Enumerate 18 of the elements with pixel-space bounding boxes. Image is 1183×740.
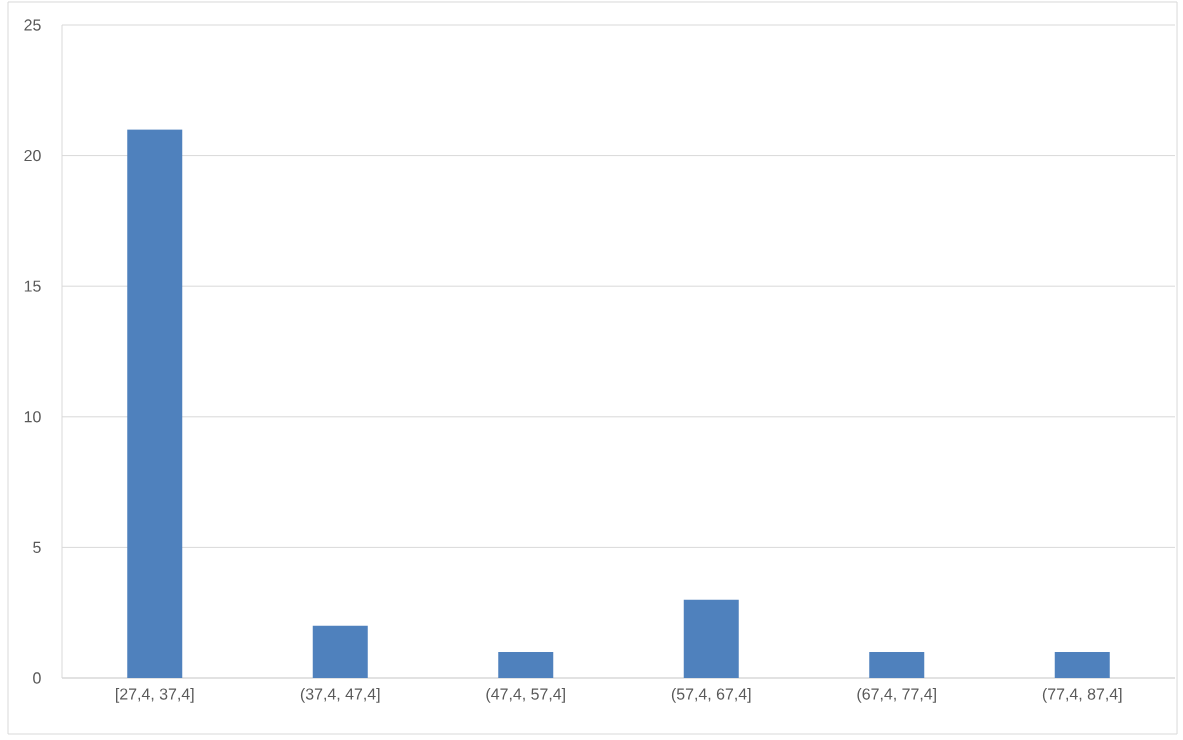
bar — [312, 625, 368, 678]
x-tick-label: [27,4, 37,4] — [116, 688, 194, 703]
bar — [498, 651, 554, 678]
x-tick-label: (47,4, 57,4] — [486, 688, 565, 703]
x-tick-label: (67,4, 77,4] — [857, 688, 936, 703]
x-tick-label: (37,4, 47,4] — [300, 688, 380, 703]
y-tick-label: 0 — [33, 672, 41, 684]
y-tick-label: 25 — [24, 19, 41, 31]
x-tick-label: (77,4, 87,4] — [1042, 688, 1122, 703]
y-tick-label: 10 — [24, 411, 41, 423]
bar — [127, 129, 183, 678]
y-tick-label: 5 — [33, 541, 41, 553]
x-tick-label: (57,4, 67,4] — [671, 688, 751, 703]
bar — [869, 651, 925, 678]
bar — [683, 599, 739, 678]
y-tick-label: 20 — [24, 149, 41, 162]
bar — [1054, 651, 1110, 678]
y-tick-label: 15 — [24, 280, 41, 292]
